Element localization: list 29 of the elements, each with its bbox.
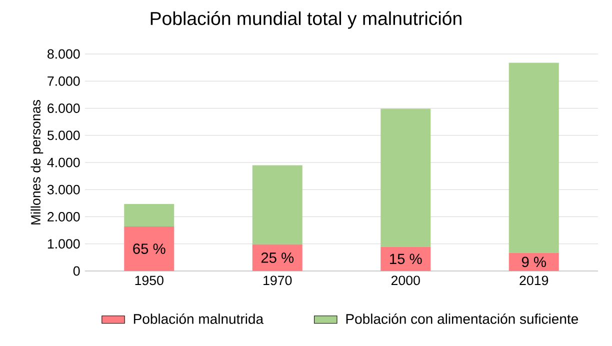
- x-tick-label: 2000: [391, 276, 420, 286]
- legend-label: Población con alimentación suficiente: [346, 313, 578, 324]
- bar: [380, 246, 431, 271]
- bar: [508, 252, 559, 271]
- annotation: 65 %: [133, 244, 166, 254]
- x-tick-label: 1950: [135, 276, 164, 286]
- y-tick-label: 8.000: [48, 49, 80, 59]
- bar: [380, 108, 431, 247]
- annotation: 25 %: [261, 252, 294, 263]
- y-tick-label: 5.000: [47, 130, 80, 140]
- x-tick-label: 2019: [520, 276, 548, 286]
- annotation: 15 %: [390, 254, 422, 264]
- bar: [252, 165, 302, 244]
- y-tick-label: 7.000: [48, 76, 80, 86]
- y-tick-label: 6.000: [48, 104, 80, 113]
- y-axis-title: Millones de personas: [30, 100, 44, 224]
- y-tick-label: 1.000: [48, 239, 80, 249]
- y-tick-label: 3.000: [47, 184, 80, 194]
- legend-label: Población malnutrida: [134, 313, 264, 324]
- y-tick-label: 2.000: [48, 212, 80, 222]
- y-tick-label: 0: [73, 266, 80, 276]
- bar: [508, 62, 559, 253]
- y-tick-label: 4.000: [47, 158, 80, 168]
- annotation: 9 %: [522, 256, 546, 268]
- chart-title: Población mundial total y malnutrición: [150, 11, 462, 29]
- bar: [124, 226, 174, 271]
- bar: [252, 244, 302, 271]
- x-tick-label: 1970: [264, 276, 292, 286]
- bar: [124, 204, 174, 227]
